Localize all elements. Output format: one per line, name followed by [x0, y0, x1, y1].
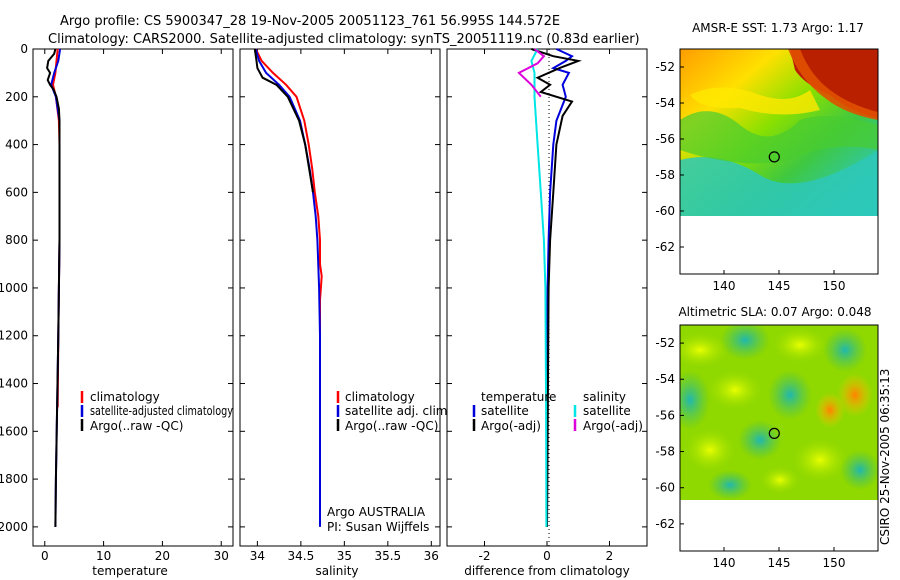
salinity-xlabel: salinity — [315, 564, 358, 578]
y-tick-label: 1200 — [0, 329, 28, 343]
series-line-argo-raw-qc- — [253, 48, 314, 193]
x-tick-label: 10 — [96, 549, 111, 563]
series-line-argo-raw-qc- — [46, 48, 61, 527]
x-tick-label: 30 — [214, 549, 229, 563]
float-position-marker — [768, 151, 780, 163]
legend-label-temp-satellite: satellite — [481, 404, 529, 418]
x-tick-label: 34 — [250, 549, 265, 563]
y-tick-label: -56 — [655, 408, 675, 422]
y-tick-label: -52 — [655, 336, 675, 350]
x-tick-label: 145 — [768, 556, 791, 570]
legend-label-sal-satellite: satellite — [583, 404, 631, 418]
sst-map-title: AMSR-E SST: 1.73 Argo: 1.17 — [692, 21, 864, 35]
y-tick-label: -56 — [655, 132, 675, 146]
temperature-xlabel: temperature — [92, 564, 167, 578]
credit-pi: PI: Susan Wijffels — [327, 520, 429, 534]
y-tick-label: -60 — [655, 204, 675, 218]
sst-map-panel: AMSR-E SST: 1.73 Argo: 1.17 140 145 150 -52… — [655, 21, 879, 293]
x-tick-label: 0 — [543, 549, 551, 563]
salinity-axis-ticks: 34 34.5 35 35.5 36 — [240, 48, 440, 563]
sla-heatmap — [680, 325, 878, 500]
x-tick-label: 36 — [424, 549, 439, 563]
series-line-salinity-argo-adj- — [517, 48, 546, 98]
series-line-temperature-satellite — [546, 48, 574, 527]
difference-series — [517, 48, 582, 527]
x-tick-label: 2 — [606, 549, 614, 563]
salinity-panel: 34 34.5 35 35.5 36 salinity climatology sate… — [239, 48, 451, 578]
salinity-axes-frame — [239, 48, 441, 547]
sla-map-ticks: 140 145 150 -52 -54 -56 -58 -60 -62 — [655, 336, 845, 570]
legend-label-climatology: climatology — [90, 390, 160, 404]
y-tick-label: 800 — [5, 233, 28, 247]
salinity-series — [253, 48, 323, 527]
y-tick-label: 400 — [5, 138, 28, 152]
difference-axis-ticks: -2 0 2 — [447, 48, 647, 563]
y-tick-label: 1000 — [0, 281, 28, 295]
csiro-timestamp: CSIRO 25-Nov-2005 06:35:13 — [878, 369, 892, 545]
y-tick-label: -62 — [655, 517, 675, 531]
sst-map-ticks: 140 145 150 -52 -54 -56 -58 -60 -62 — [655, 60, 845, 293]
x-tick-label: 35.5 — [374, 549, 401, 563]
salinity-legend: climatology satellite adj. clim. Argo(..… — [336, 390, 451, 433]
temperature-panel: 0 200 400 600 800 1000 1200 1400 1600 1800 2000 0 1… — [0, 42, 234, 578]
series-line-temperature-argo-adj- — [531, 48, 582, 527]
series-line-salinity-satellite — [530, 48, 548, 527]
x-tick-label: 35 — [337, 549, 352, 563]
x-tick-label: 145 — [768, 279, 791, 293]
temperature-legend: climatology satellite-adjusted climatolo… — [80, 390, 233, 433]
y-tick-label: 1400 — [0, 377, 28, 391]
y-tick-label: -60 — [655, 481, 675, 495]
legend-label-climatology: climatology — [345, 390, 415, 404]
y-tick-label: -52 — [655, 60, 675, 74]
y-tick-label: -62 — [655, 240, 675, 254]
sst-heatmap — [680, 49, 878, 216]
legend-label-argo: Argo(..raw -QC) — [90, 419, 183, 433]
y-tick-label: -58 — [655, 168, 675, 182]
legend-header-salinity: salinity — [583, 390, 626, 404]
temperature-axes-frame — [32, 48, 234, 547]
temperature-series — [46, 48, 62, 527]
legend-label-satellite: satellite adj. clim. — [345, 404, 451, 418]
legend-label-sal-argo: Argo(-adj) — [583, 419, 643, 433]
x-tick-label: -2 — [479, 549, 491, 563]
depth-axis-ticks: 0 200 400 600 800 1000 1200 1400 1600 1800 2000 — [0, 42, 233, 534]
x-tick-label: 0 — [41, 549, 49, 563]
y-tick-label: -54 — [655, 96, 675, 110]
temperature-axis-ticks: 0 10 20 30 — [41, 49, 229, 563]
header-line-1: Argo profile: CS 5900347_28 19-Nov-2005 … — [60, 14, 560, 29]
credit-argo-australia: Argo AUSTRALIA — [327, 505, 426, 519]
difference-panel: -2 0 2 difference from climatology tempera… — [446, 48, 648, 578]
legend-header-temperature: temperature — [481, 390, 556, 404]
header-line-2: Climatology: CARS2000. Satellite-adjuste… — [48, 32, 640, 47]
y-tick-label: 1600 — [0, 424, 28, 438]
y-tick-label: 200 — [5, 90, 28, 104]
y-tick-label: 2000 — [0, 520, 28, 534]
x-tick-label: 34.5 — [288, 549, 315, 563]
difference-legend: temperature salinity satellite Argo(-adj… — [472, 390, 643, 433]
float-position-marker — [768, 427, 780, 439]
x-tick-label: 20 — [155, 549, 170, 563]
legend-label-argo: Argo(..raw -QC) — [345, 419, 438, 433]
sla-map-title: Altimetric SLA: 0.07 Argo: 0.048 — [678, 305, 871, 319]
x-tick-label: 140 — [713, 279, 736, 293]
y-tick-label: -58 — [655, 445, 675, 459]
sla-map-panel: Altimetric SLA: 0.07 Argo: 0.048 140 145 1… — [655, 305, 879, 570]
y-tick-label: 0 — [20, 42, 28, 56]
difference-xlabel: difference from climatology — [464, 564, 630, 578]
y-tick-label: 1800 — [0, 472, 28, 486]
y-tick-label: -54 — [655, 372, 675, 386]
x-tick-label: 150 — [823, 556, 846, 570]
legend-label-satellite: satellite-adjusted climatology — [90, 404, 233, 418]
legend-label-temp-argo: Argo(-adj) — [481, 419, 541, 433]
y-tick-label: 600 — [5, 185, 28, 199]
x-tick-label: 150 — [823, 279, 846, 293]
x-tick-label: 140 — [713, 556, 736, 570]
